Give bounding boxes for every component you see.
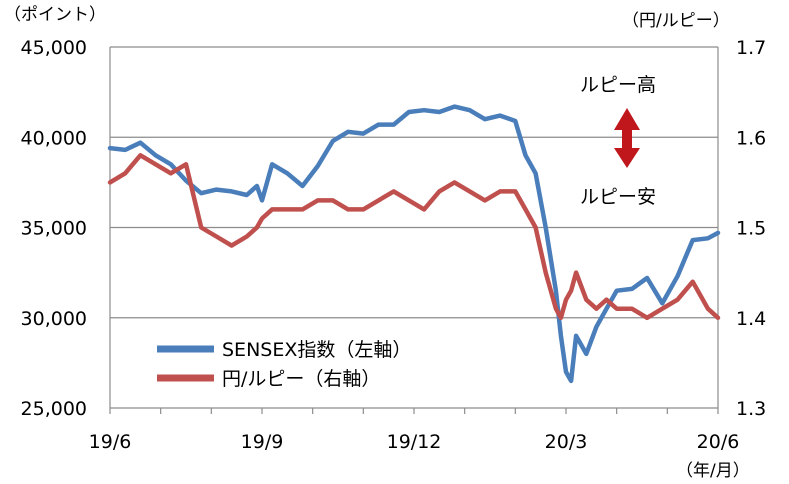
left-axis-unit: （ポイント） xyxy=(4,5,106,25)
x-tick-label: 20/3 xyxy=(545,431,588,453)
left-tick-label: 40,000 xyxy=(21,127,87,149)
right-tick-label: 1.3 xyxy=(736,398,766,420)
left-tick-label: 35,000 xyxy=(21,218,87,240)
series-line-sensex xyxy=(107,104,721,384)
left-tick-label: 30,000 xyxy=(21,308,87,330)
right-tick-label: 1.6 xyxy=(736,127,766,149)
series-group xyxy=(107,104,721,384)
legend-label-sensex: SENSEX指数（左軸） xyxy=(222,339,411,361)
x-axis-ticks: 19/6 19/9 19/12 20/3 20/6 xyxy=(89,408,740,453)
double-arrow-icon xyxy=(614,108,640,168)
annotation-rupee-high: ルピー高 xyxy=(580,74,656,96)
right-tick-label: 1.4 xyxy=(736,308,766,330)
x-axis-unit: （年/月） xyxy=(676,461,750,481)
left-axis-ticks: 25,000 30,000 35,000 40,000 45,000 xyxy=(21,37,87,420)
plot-frame xyxy=(109,47,719,408)
x-tick-label: 19/6 xyxy=(89,431,132,453)
right-axis-unit: （円/ルピー） xyxy=(622,11,730,31)
x-tick-label: 19/9 xyxy=(241,431,284,453)
right-tick-label: 1.7 xyxy=(736,37,766,59)
series-line-jpy-inr xyxy=(107,153,721,321)
legend: SENSEX指数（左軸） 円/ルピー（右軸） xyxy=(157,339,411,390)
right-axis-ticks: 1.3 1.4 1.5 1.6 1.7 xyxy=(736,37,766,420)
left-tick-label: 25,000 xyxy=(21,398,87,420)
annotation-rupee-low: ルピー安 xyxy=(580,186,656,208)
x-tick-label: 19/12 xyxy=(387,431,442,453)
legend-label-jpy-inr: 円/ルピー（右軸） xyxy=(222,368,380,390)
right-tick-label: 1.5 xyxy=(736,218,766,240)
left-tick-label: 45,000 xyxy=(21,37,87,59)
x-tick-label: 20/6 xyxy=(697,431,740,453)
